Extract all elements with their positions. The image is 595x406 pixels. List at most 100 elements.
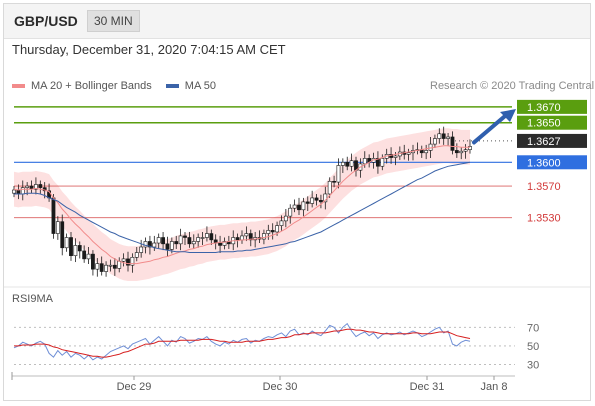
candle [270,223,275,240]
candle-body [64,237,69,249]
candle-body [209,233,214,241]
candle-body [148,241,152,248]
rsi-ma-line [14,328,471,358]
candle [91,250,95,276]
forecast-arrow-head [500,109,516,123]
candle-body [104,264,108,272]
credit-text: Research © 2020 Trading Central [430,80,595,92]
candle-body [91,253,95,270]
candle-body [191,241,196,245]
candle-body [376,158,380,167]
candle-body [292,204,297,209]
candle [248,229,253,247]
candle-body [450,136,455,151]
candle [156,233,161,249]
candle-body [86,253,91,260]
candle-body [463,149,468,152]
candle-body [327,180,332,195]
timeframe-badge[interactable]: 30 MIN [87,10,140,32]
candle [441,126,446,145]
candle-body [362,158,367,165]
candle [292,199,297,213]
candle [82,245,87,263]
price-level-tag: 1.3670 [517,99,587,114]
candle [262,229,266,245]
candle [77,241,82,259]
candle [450,131,455,155]
price-level-label: 1.3670 [527,102,561,114]
candle [437,128,442,144]
candle-body [340,161,345,166]
candle-body [38,184,43,188]
candle-body [310,197,315,204]
candle-body [319,199,323,203]
pair-title: GBP/USD [14,13,78,29]
widget-header: GBP/USD 30 MIN [4,4,590,39]
candle [319,194,323,209]
candle [433,134,437,149]
candle [424,144,429,160]
candle-body [112,264,117,269]
rsi-legend-label: RSI [12,293,31,305]
ma50-legend-label: MA 50 [184,80,216,92]
candle [86,247,91,265]
candle-body [77,245,82,252]
rsi-tick-label: 50 [527,341,539,353]
candle-body [270,230,275,233]
price-level-tag: 1.3650 [517,115,587,130]
price-level-tag: 1.3627 [517,133,587,148]
price-legend: MA 20 + Bollinger Bands MA 50 [12,80,216,92]
candle-body [73,245,78,257]
candle-body [34,184,38,190]
candle [126,251,130,272]
forecast-arrow [472,114,507,145]
candle-body [459,150,464,154]
candle [112,258,117,276]
candle [305,196,310,211]
candle-body [12,189,16,194]
ma20-swatch [12,84,25,88]
price-tag-bg [517,133,587,148]
candle [454,143,459,158]
price-level-label: 1.3570 [527,181,561,193]
candle [314,193,319,206]
price-level-tag: 1.3530 [527,213,561,225]
candle-body [424,150,429,154]
rsi-legend: RSI 9MA [12,293,53,305]
candle-body [235,237,240,241]
candle-body [95,263,100,270]
price-tag-bg [517,99,587,114]
candle [406,148,411,161]
candle-body [82,250,87,260]
candle [310,190,315,208]
price-level-label: 1.3600 [527,157,561,169]
candle [134,247,139,262]
candle-body [174,241,179,245]
candle-body [139,246,144,253]
candle-body [178,235,183,245]
candle-body [454,150,459,154]
candle-body [349,160,354,167]
candle-body [161,237,165,245]
candle-body [55,221,60,234]
candle-body [433,138,437,145]
candle [279,215,284,231]
candle [327,177,332,198]
candle [34,177,38,195]
candle-body [305,201,310,204]
candle-body [332,180,336,183]
candle-body [218,242,222,246]
candle [463,144,468,159]
candle [165,236,170,257]
candle [161,231,165,251]
candle [266,224,271,240]
candle [336,158,341,189]
ma50-swatch [165,84,179,88]
candle-body [134,252,139,258]
price-tag-bg [517,155,587,170]
candle-body [117,260,122,269]
candle-body [108,264,113,267]
candle [446,133,450,147]
candle-body [25,185,30,188]
time-tick-label: Jan 8 [481,381,508,393]
